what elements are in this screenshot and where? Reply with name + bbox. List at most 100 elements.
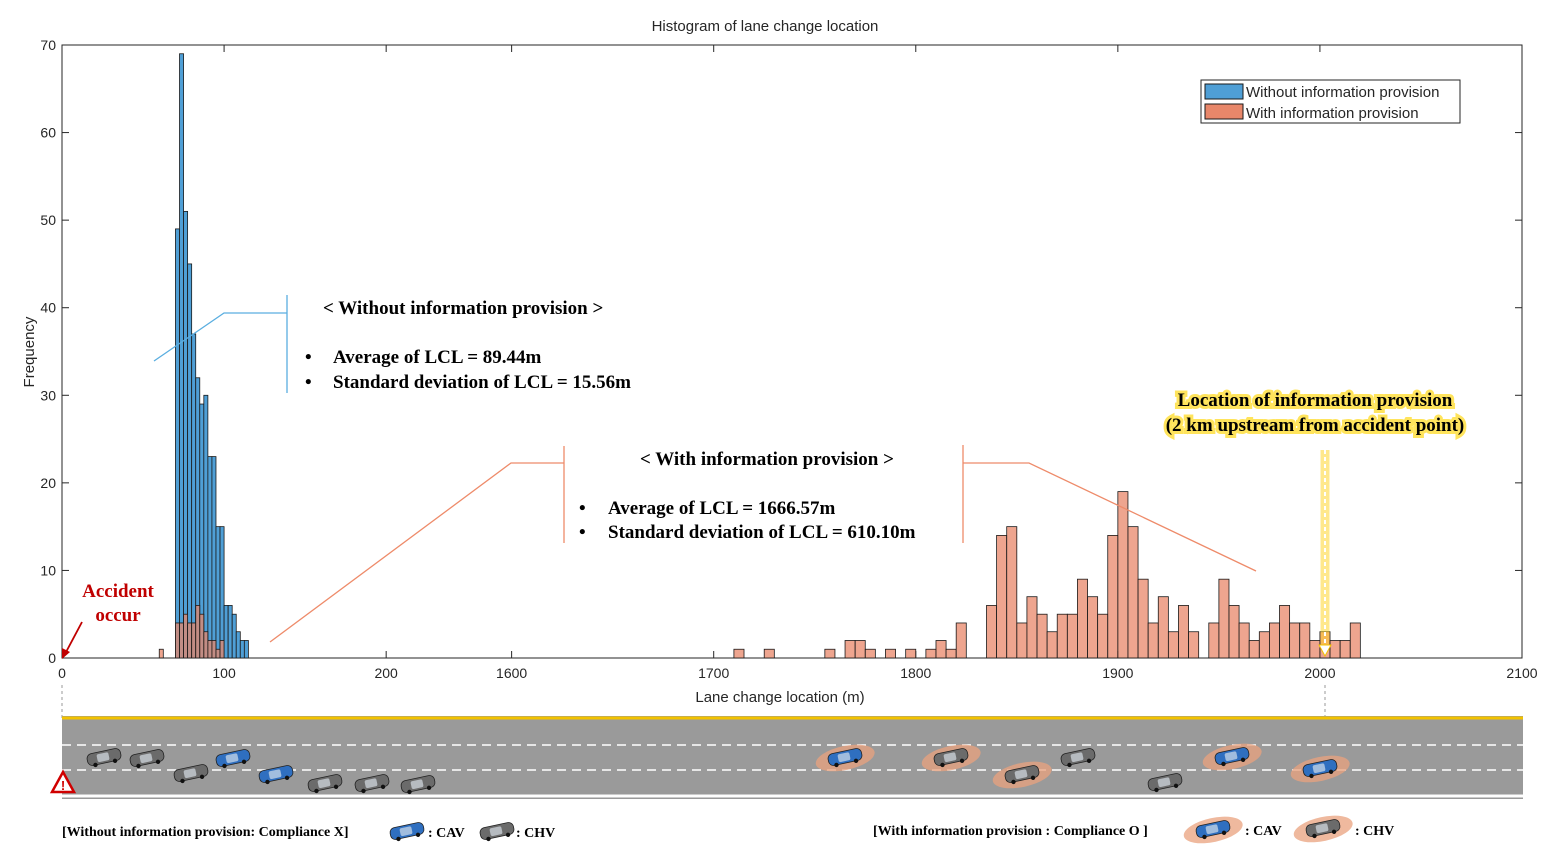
bar-with-info [1026, 596, 1038, 659]
bullet-dot: • [305, 372, 312, 393]
cav-icon [389, 822, 425, 842]
x-tick-label: 2000 [1304, 665, 1335, 681]
road-surface [62, 716, 1523, 799]
vehicles [86, 743, 1350, 795]
cav-car-icon [1202, 743, 1262, 771]
bar-with-info [1329, 640, 1341, 659]
bar-with-info [1279, 605, 1291, 659]
bar-without-info [207, 456, 213, 659]
bar-with-info [905, 648, 917, 659]
x-tick-label: 1900 [1102, 665, 1133, 681]
legend-swatch-without [1204, 83, 1244, 100]
bar-with-info [1238, 622, 1250, 659]
bar-with-info [1258, 631, 1270, 659]
x-tick-label: 2100 [1506, 665, 1537, 681]
bar-with-info [183, 613, 189, 659]
y-tick-label: 50 [40, 212, 56, 228]
bar-with-info [955, 622, 967, 659]
bar-with-info [844, 640, 856, 659]
bar-with-info [203, 631, 209, 659]
bar-with-info [1066, 613, 1078, 659]
bar-without-info [187, 263, 193, 659]
bar-with-info [996, 535, 1008, 659]
bar-with-info [1269, 622, 1280, 659]
bar-without-info [191, 333, 197, 659]
legend-label-with: With information provision [1246, 105, 1419, 122]
bar-with-info [1006, 526, 1018, 659]
bar-with-info [1016, 622, 1028, 659]
accident-label-line2: occur [95, 605, 141, 626]
legend-box [1200, 79, 1461, 124]
road-legend-right-cav: : CAV [1245, 824, 1282, 839]
chv-car-icon [1060, 748, 1096, 768]
bar-with-info [211, 640, 217, 659]
bar-with-info [1077, 578, 1088, 659]
bar-with-info [158, 648, 164, 659]
accident-label-line1: Accident [82, 581, 154, 602]
chv-icon [479, 822, 515, 842]
bar-with-info [885, 648, 896, 659]
y-tick-label: 20 [40, 475, 56, 491]
y-axis-label: Frequency [21, 316, 38, 387]
bar-with-info [1208, 622, 1220, 659]
bar-with-info [195, 605, 201, 659]
bar-with-info [986, 605, 998, 659]
bar-with-info [219, 640, 225, 659]
accident-arrow [64, 621, 83, 655]
cav-car-icon [1183, 816, 1243, 844]
road-legend-left-chv: : CHV [516, 826, 555, 841]
callout-with-line-left [269, 462, 564, 643]
bar-with-info [1289, 622, 1301, 659]
accident-annotation: Accident occur [62, 581, 155, 659]
chv-car-icon [1147, 773, 1183, 793]
bar-with-info [1087, 596, 1099, 659]
chv-car-icon [129, 749, 165, 769]
x-tick-label: 1800 [900, 665, 931, 681]
bar-with-info [1157, 596, 1169, 659]
chv-car-icon [86, 748, 122, 768]
bar-with-info [191, 622, 197, 659]
y-tick-label: 30 [40, 387, 56, 403]
x-tick-label: 200 [374, 665, 398, 681]
info-location-line2: (2 km upstream from accident point) [1166, 415, 1465, 436]
road-legend-left-text: [Without information provision: Complian… [62, 825, 349, 840]
bar-without-info [175, 228, 180, 659]
info-location-annotation: Location of information provision (2 km … [1163, 387, 1467, 658]
callout-without-std: Standard deviation of LCL = 15.56m [333, 372, 631, 393]
road-legend-left-cav: : CAV [428, 826, 465, 841]
bar-with-info [1188, 631, 1200, 659]
bar-without-info [239, 640, 245, 659]
callout-with: < With information provision > • Average… [269, 445, 1257, 643]
cav-car-icon [1290, 755, 1350, 783]
chv-car-icon [921, 744, 981, 772]
bar-with-info [1299, 622, 1311, 659]
svg-text:!: ! [61, 778, 65, 793]
bar-with-info [1178, 605, 1189, 659]
callout-with-title: < With information provision > [640, 449, 894, 470]
y-tick-label: 0 [48, 650, 56, 666]
cav-car-icon [815, 744, 875, 772]
road-legend: [Without information provision: Complian… [62, 815, 1394, 844]
cav-car-icon [389, 822, 425, 842]
cav-icon-with-halo [1183, 816, 1243, 844]
legend-swatch-with [1204, 103, 1244, 120]
road-illustration: ! [49, 716, 1523, 799]
warning-triangle-icon: ! [49, 769, 77, 794]
bar-with-info [1117, 491, 1129, 659]
cav-car-icon [215, 749, 251, 769]
bar-with-info [763, 648, 775, 659]
info-location-arrowhead [1318, 644, 1332, 658]
bar-without-info [243, 640, 249, 659]
bar-without-info [227, 605, 233, 659]
callout-without-average: Average of LCL = 89.44m [333, 347, 542, 368]
x-tick-label: 100 [212, 665, 236, 681]
bar-without-info [223, 605, 229, 659]
bar-with-info [854, 640, 866, 659]
bar-without-info [219, 526, 225, 659]
bar-with-info [1107, 535, 1119, 659]
bar-with-info [1309, 640, 1321, 659]
callout-without: < Without information provision > • Aver… [153, 295, 631, 393]
bar-with-info [733, 648, 745, 659]
y-tick-label: 10 [40, 562, 56, 578]
